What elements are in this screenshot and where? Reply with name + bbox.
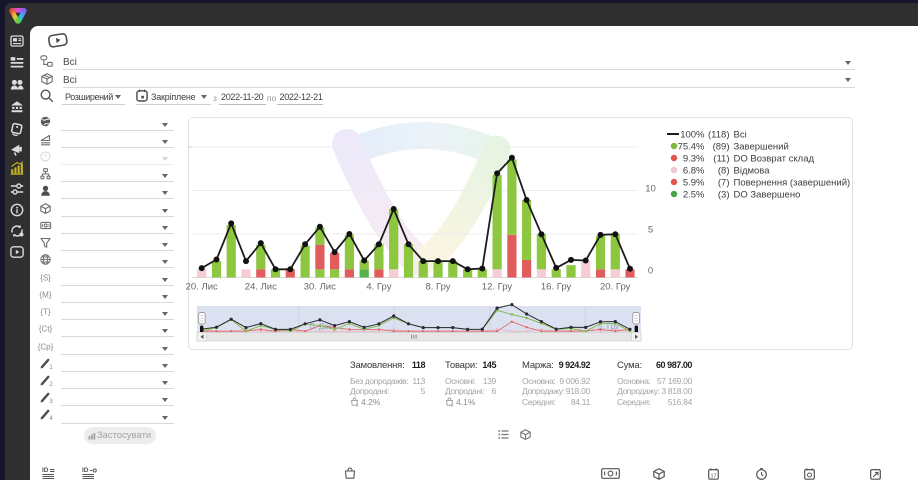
svg-text:ID: ID bbox=[42, 467, 49, 474]
svg-text:17: 17 bbox=[710, 474, 716, 480]
svg-text:(11): (11) bbox=[713, 154, 729, 165]
svg-text:(8): (8) bbox=[718, 166, 730, 177]
svg-text:Повернення (завершений): Повернення (завершений) bbox=[734, 178, 851, 189]
svg-text:12. Гру: 12. Гру bbox=[482, 282, 513, 293]
svg-text:30. Лис: 30. Лис bbox=[304, 282, 336, 293]
svg-text:x: x bbox=[451, 403, 454, 409]
svg-text:Відмова: Відмова bbox=[734, 166, 771, 177]
svg-text:4. Гру: 4. Гру bbox=[366, 282, 391, 293]
svg-text:{Ct}: {Ct} bbox=[39, 324, 53, 333]
svg-text:3: 3 bbox=[49, 398, 53, 405]
svg-text:0. Дек: 0. Дек bbox=[310, 322, 333, 331]
svg-text:4: 4 bbox=[49, 415, 53, 422]
svg-text:(118): (118) bbox=[708, 130, 729, 141]
svg-text:6.8%: 6.8% bbox=[683, 166, 705, 177]
svg-text:20. Гру: 20. Гру bbox=[600, 282, 631, 293]
svg-text:10: 10 bbox=[645, 184, 656, 195]
svg-text:24. Лис: 24. Лис bbox=[245, 282, 277, 293]
svg-text:1: 1 bbox=[49, 364, 53, 371]
svg-text:{S}: {S} bbox=[40, 273, 51, 282]
svg-text:?: ? bbox=[44, 154, 48, 161]
svg-text:ID: ID bbox=[82, 467, 89, 474]
svg-text:0: 0 bbox=[648, 266, 653, 277]
svg-text:16. Гру: 16. Гру bbox=[541, 282, 572, 293]
svg-text:x: x bbox=[356, 403, 359, 409]
svg-text:20. Лис: 20. Лис bbox=[186, 282, 218, 293]
svg-text:75.4%: 75.4% bbox=[678, 142, 705, 153]
svg-text:5: 5 bbox=[648, 225, 653, 236]
svg-text:5.9%: 5.9% bbox=[683, 178, 705, 189]
svg-text:(7): (7) bbox=[718, 178, 730, 189]
svg-text:8. Гру: 8. Гру bbox=[425, 282, 450, 293]
svg-text:{M}: {M} bbox=[39, 290, 51, 299]
svg-text:DO Возврат склад: DO Возврат склад bbox=[734, 154, 815, 165]
svg-text:{T}: {T} bbox=[40, 307, 51, 316]
svg-text:DO Завершено: DO Завершено bbox=[734, 190, 801, 201]
svg-text:(89): (89) bbox=[713, 142, 730, 153]
svg-text:9.3%: 9.3% bbox=[683, 154, 705, 165]
svg-text:Всі: Всі bbox=[734, 130, 747, 141]
svg-text:{Cp}: {Cp} bbox=[38, 342, 54, 351]
svg-text:100%: 100% bbox=[680, 130, 705, 141]
svg-text:2: 2 bbox=[49, 381, 53, 388]
svg-text:Завершений: Завершений bbox=[734, 142, 789, 153]
svg-text:(3): (3) bbox=[718, 190, 730, 201]
svg-text:5. Гру: 5. Гру bbox=[598, 322, 619, 331]
svg-text:2.5%: 2.5% bbox=[683, 190, 705, 201]
